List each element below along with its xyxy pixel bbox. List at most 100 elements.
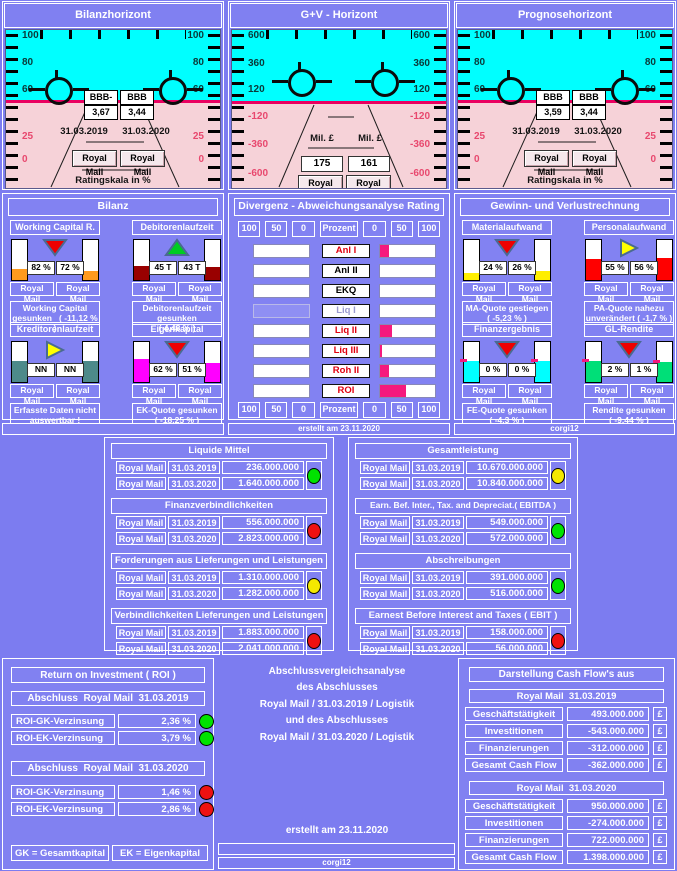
royal-mail-button[interactable]: Royal Mail xyxy=(298,175,343,188)
royal-mail-button[interactable]: Royal Mail xyxy=(630,384,674,406)
metric-title: Earn. Bef. Inter., Tax. and Depreciat.( … xyxy=(355,498,571,514)
royal-mail-button[interactable]: Royal Mail xyxy=(56,282,100,304)
scale-label: 80 xyxy=(474,57,486,68)
scale-label: 100 xyxy=(238,221,261,237)
gauge-footer-label: Ratingskala in % xyxy=(75,175,151,186)
royal-mail-button[interactable]: Royal Mail xyxy=(116,571,166,584)
royal-mail-button[interactable]: Royal Mail xyxy=(630,282,674,304)
date-button[interactable]: 31.03.2019 xyxy=(168,461,220,474)
status-led xyxy=(199,785,214,800)
date-button[interactable]: 31.03.2020 xyxy=(168,477,220,490)
royal-mail-button[interactable]: Royal Mail xyxy=(116,461,166,474)
date-button[interactable]: 31.03.2020 xyxy=(168,532,220,545)
royal-mail-button[interactable]: Royal Mail xyxy=(462,282,506,304)
royal-mail-button[interactable]: Royal Mail xyxy=(584,384,628,406)
section-header: Abschluss Royal Mail 31.03.2020 xyxy=(11,761,205,776)
royal-mail-button[interactable]: Royal Mail xyxy=(10,282,54,304)
date-button[interactable]: 31.03.2020 xyxy=(412,477,464,490)
status-led xyxy=(199,802,214,817)
royal-mail-button[interactable]: Royal Mail xyxy=(116,477,166,490)
guv-horizont-panel: G+V - Horizont 600 360 120 600 360 120 -… xyxy=(228,1,450,190)
royal-mail-button[interactable]: Royal Mail xyxy=(524,150,569,177)
royal-mail-button[interactable]: Royal Mail xyxy=(462,384,506,406)
ratio-button[interactable]: Anl I xyxy=(322,244,370,258)
date-button[interactable]: 31.03.2020 xyxy=(412,642,464,655)
ratio-button[interactable]: Liq II xyxy=(322,324,370,338)
royal-mail-button[interactable]: Royal Mail xyxy=(360,532,410,545)
date-button[interactable]: 31.03.2019 xyxy=(168,626,220,639)
scale-label: 50 xyxy=(265,402,288,418)
ratio-button[interactable]: EKQ xyxy=(322,284,370,298)
royal-mail-button[interactable]: Royal Mail xyxy=(508,384,552,406)
date-button[interactable]: 31.03.2020 xyxy=(412,532,464,545)
royal-mail-button[interactable]: Royal Mail xyxy=(116,532,166,545)
status-led xyxy=(307,467,321,484)
royal-mail-button[interactable]: Royal Mail xyxy=(508,282,552,304)
date-button[interactable]: 31.03.2019 xyxy=(412,461,464,474)
currency-label: £ xyxy=(653,707,667,721)
date-button[interactable]: 31.03.2020 xyxy=(168,642,220,655)
royal-mail-button[interactable]: Royal Mail xyxy=(360,587,410,600)
status-led xyxy=(199,731,214,746)
royal-mail-button[interactable]: Royal Mail xyxy=(132,282,176,304)
royal-mail-button[interactable]: Royal Mail xyxy=(584,282,628,304)
currency-label: £ xyxy=(653,816,667,830)
ratio-button[interactable]: Anl II xyxy=(322,264,370,278)
panel-title: Bilanzhorizont xyxy=(4,3,222,28)
divergence-row: Liq II xyxy=(229,324,449,338)
royal-mail-button[interactable]: Royal Mail xyxy=(360,516,410,529)
tick-scale-top xyxy=(40,30,186,39)
rating-grade-box: BBB xyxy=(572,90,606,105)
date-button[interactable]: 31.03.2020 xyxy=(412,587,464,600)
royal-mail-button[interactable]: Royal Mail xyxy=(360,642,410,655)
bar-gauge xyxy=(585,239,602,281)
metric-title: Liquide Mittel xyxy=(111,443,327,459)
kpi-title: Finanzergebnis xyxy=(462,322,552,337)
cashflow-value: -312.000.000 xyxy=(567,741,649,755)
royal-mail-button[interactable]: Royal Mail xyxy=(572,150,617,177)
metric-group: Forderungen aus Lieferungen und Leistung… xyxy=(111,553,327,600)
cashflow-value: 722.000.000 xyxy=(567,833,649,847)
royal-mail-button[interactable]: Royal Mail xyxy=(178,282,222,304)
kpi-title: Working Capital R. xyxy=(10,220,100,235)
unit-label: Mil. £ xyxy=(358,133,382,144)
tick-scale-right xyxy=(208,34,220,184)
date-button[interactable]: 31.03.2019 xyxy=(168,516,220,529)
kpi-block-gl-rendite: GL-Rendite 2 % 1 % Royal Mail Royal Mail… xyxy=(582,322,674,427)
royal-mail-button[interactable]: Royal Mail xyxy=(360,461,410,474)
cashflow-label: Geschäftstätigkeit xyxy=(465,799,563,813)
royal-mail-button[interactable]: Royal Mail xyxy=(120,150,165,177)
bilanz-panel: Bilanz Working Capital R. 82 % 72 % Roya… xyxy=(2,193,224,427)
horizon-gauge: 600 360 120 600 360 120 -120 -360 -600 -… xyxy=(231,29,447,189)
royal-mail-button[interactable]: Royal Mail xyxy=(346,175,391,188)
royal-mail-button[interactable]: Royal Mail xyxy=(360,571,410,584)
date-button[interactable]: 31.03.2019 xyxy=(168,571,220,584)
date-button[interactable]: 31.03.2020 xyxy=(168,587,220,600)
royal-mail-button[interactable]: Royal Mail xyxy=(132,384,176,406)
royal-mail-button[interactable]: Royal Mail xyxy=(116,587,166,600)
royal-mail-button[interactable]: Royal Mail xyxy=(360,626,410,639)
ratio-button[interactable]: ROI xyxy=(322,384,370,398)
ratio-button[interactable]: Liq I xyxy=(322,304,370,318)
panel-title: Darstellung Cash Flow's aus xyxy=(469,667,664,682)
royal-mail-button[interactable]: Royal Mail xyxy=(116,516,166,529)
metric-value: 1.310.000.000 xyxy=(222,571,304,584)
royal-mail-button[interactable]: Royal Mail xyxy=(10,384,54,406)
kpi-value: NN xyxy=(56,363,84,377)
royal-mail-button[interactable]: Royal Mail xyxy=(178,384,222,406)
date-button[interactable]: 31.03.2019 xyxy=(412,571,464,584)
date-label: 31.03.2020 xyxy=(574,126,622,137)
royal-mail-button[interactable]: Royal Mail xyxy=(360,477,410,490)
royal-mail-button[interactable]: Royal Mail xyxy=(72,150,117,177)
created-date-label: erstellt am 23.11.2020 xyxy=(285,825,389,836)
cashflow-label: Finanzierungen xyxy=(465,741,563,755)
date-button[interactable]: 31.03.2019 xyxy=(412,626,464,639)
metric-title: Gesamtleistung xyxy=(355,443,571,459)
ratio-button[interactable]: Roh II xyxy=(322,364,370,378)
royal-mail-button[interactable]: Royal Mail xyxy=(116,626,166,639)
royal-mail-button[interactable]: Royal Mail xyxy=(116,642,166,655)
date-button[interactable]: 31.03.2019 xyxy=(412,516,464,529)
ratio-button[interactable]: Liq III xyxy=(322,344,370,358)
section-header: Abschluss Royal Mail 31.03.2019 xyxy=(11,691,205,706)
royal-mail-button[interactable]: Royal Mail xyxy=(56,384,100,406)
